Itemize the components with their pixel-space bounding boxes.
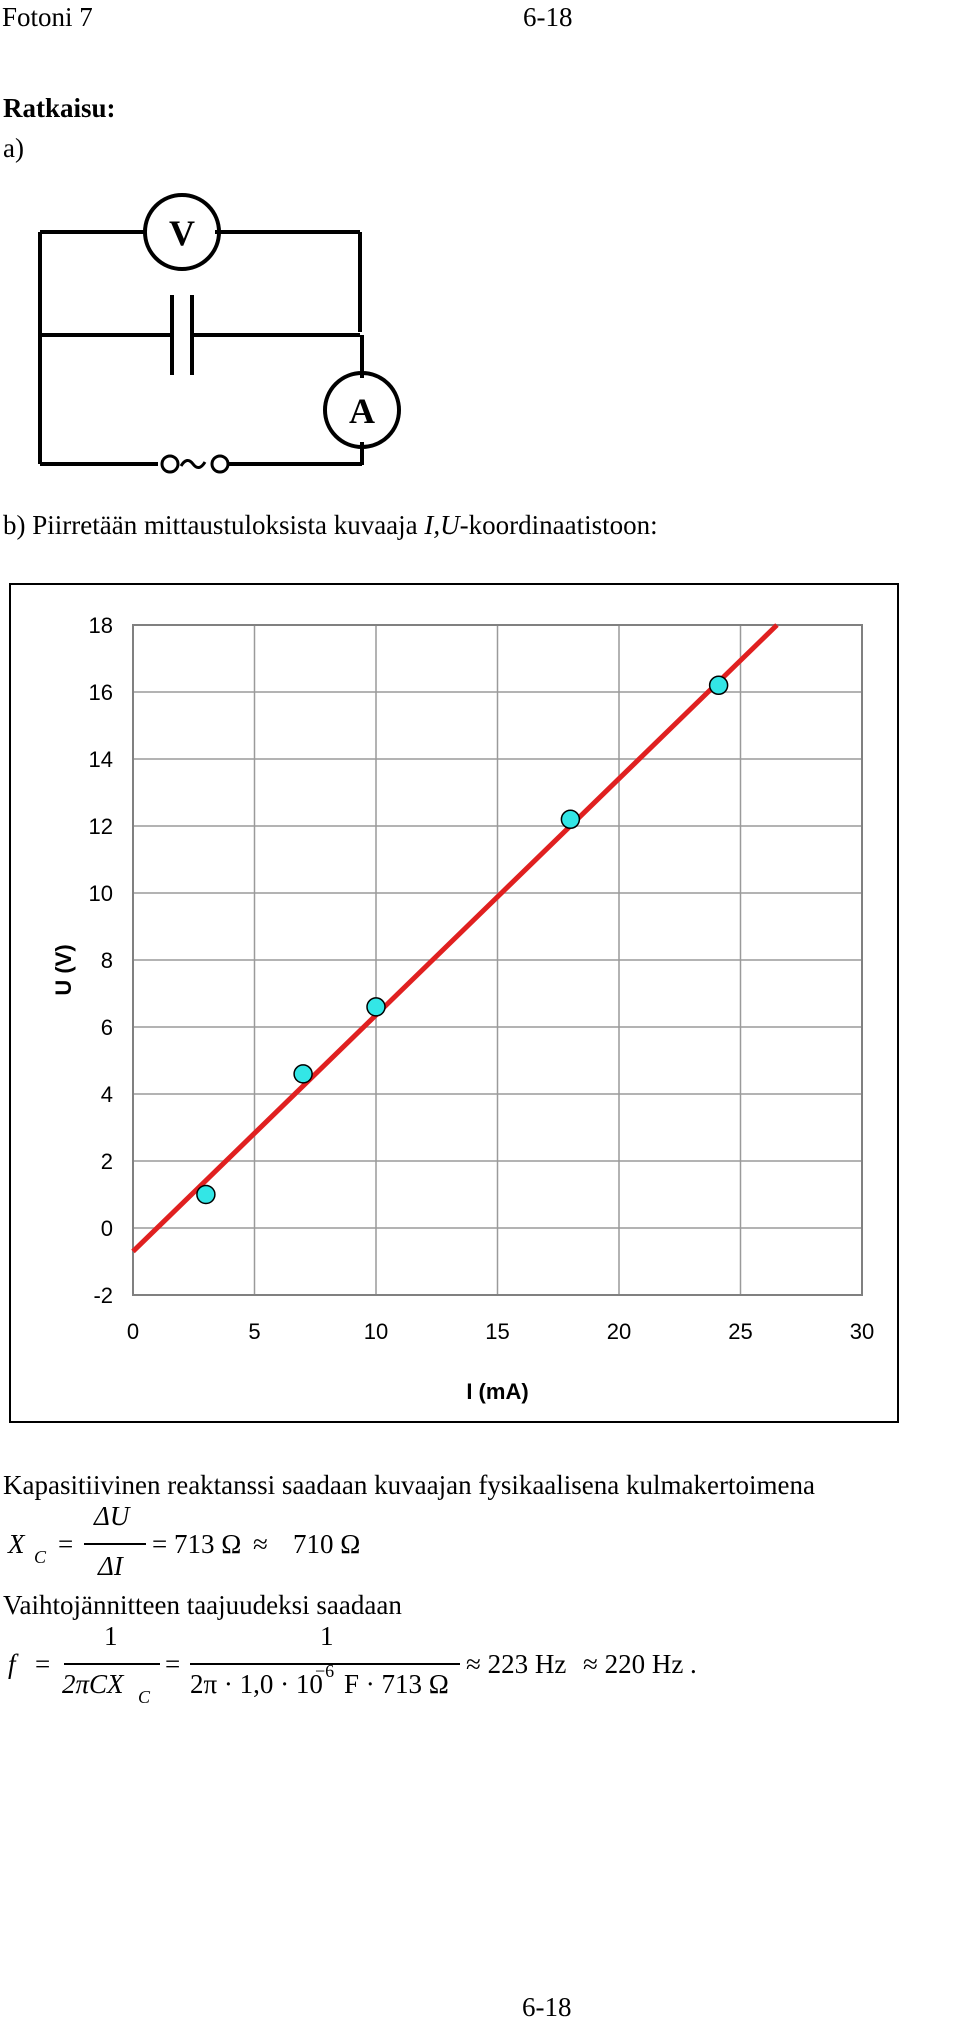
y-tick-label: 18: [89, 613, 113, 638]
eq1-lhs-sub: C: [34, 1547, 47, 1567]
text-frequency: Vaihtojännitteen taajuudeksi saadaan: [3, 1590, 402, 1620]
equation-reactance: X C = ΔU ΔI = 713 Ω ≈ 710 Ω: [0, 1501, 420, 1585]
x-tick-labels: 0 5 10 15 20 25 30: [127, 1319, 874, 1344]
y-tick-label: 0: [101, 1216, 113, 1241]
y-tick-label: 10: [89, 881, 113, 906]
x-tick-label: 5: [248, 1319, 260, 1344]
part-b-prefix: b) Piirretään mittaustuloksista kuvaaja: [3, 510, 425, 540]
x-tick-label: 10: [364, 1319, 388, 1344]
part-a-label: a): [3, 133, 24, 163]
x-axis-label: I (mA): [466, 1379, 528, 1404]
part-b-axes: I,U: [424, 510, 460, 540]
y-tick-label: 14: [89, 747, 113, 772]
eq2-frac2-num: 1: [320, 1621, 334, 1651]
data-points: [196, 675, 729, 1205]
eq1-denominator: ΔI: [98, 1551, 123, 1581]
eq2-frac2-den-a: 2π · 1,0 · 10: [190, 1669, 323, 1699]
eq2-frac1-bar: [64, 1663, 160, 1665]
solution-heading: Ratkaisu:: [3, 93, 116, 123]
eq2-frac2-den-exp: −6: [315, 1661, 335, 1681]
eq1-numerator: ΔU: [94, 1501, 130, 1531]
eq2-equals-1: =: [35, 1649, 51, 1679]
eq1-approx: ≈: [253, 1529, 268, 1559]
data-point: [293, 1064, 313, 1084]
y-tick-label: 16: [89, 680, 113, 705]
eq2-frac1-den-sub: C: [138, 1687, 151, 1707]
x-tick-label: 25: [728, 1319, 752, 1344]
y-tick-label: 8: [101, 948, 113, 973]
data-point: [708, 675, 729, 696]
y-tick-label: 4: [101, 1082, 113, 1107]
eq2-lhs: f: [8, 1649, 16, 1679]
footer-page-number: 6-18: [522, 1992, 572, 2022]
source-terminal-left: [160, 454, 180, 474]
equation-frequency: f = 1 2πCX C = 1 2π · 1,0 · 10 −6 F · 71…: [0, 1621, 760, 1707]
ac-source-icon: [179, 459, 207, 469]
y-tick-label: 6: [101, 1015, 113, 1040]
header-left: Fotoni 7: [2, 2, 93, 32]
plot-area: [132, 624, 863, 1296]
data-point: [560, 809, 581, 830]
y-tick-label: -2: [93, 1283, 113, 1308]
eq2-result-1: ≈ 223 Hz: [466, 1649, 567, 1679]
eq2-equals-2: =: [165, 1649, 181, 1679]
eq2-frac2-den-b: F · 713 Ω: [344, 1669, 449, 1699]
y-tick-labels: -2 0 2 4 6 8 10 12 14 16 18: [89, 613, 113, 1308]
data-point: [366, 997, 386, 1017]
part-b-suffix: -koordinaatistoon:: [459, 510, 658, 540]
x-tick-label: 20: [607, 1319, 631, 1344]
voltmeter-label: V: [169, 213, 195, 253]
eq2-result-2: ≈ 220 Hz .: [583, 1649, 697, 1679]
ammeter-icon: [323, 371, 401, 449]
y-tick-label: 2: [101, 1149, 113, 1174]
data-point: [196, 1184, 216, 1205]
y-axis-label: U (V): [51, 944, 76, 995]
circuit-diagram: V A: [38, 193, 401, 474]
fit-line: [131, 623, 779, 1254]
iu-chart: -2 0 2 4 6 8 10 12 14 16 18 0 5 10 15 20 25 30 I (mA) U …: [9, 583, 899, 1423]
x-tick-label: 15: [485, 1319, 509, 1344]
eq2-frac2-bar: [190, 1663, 460, 1665]
eq1-approx-value: 710 Ω: [293, 1529, 361, 1559]
x-tick-label: 0: [127, 1319, 139, 1344]
chart-frame: [9, 583, 899, 1423]
eq2-frac1-num: 1: [104, 1621, 118, 1651]
eq1-result: = 713 Ω: [152, 1529, 242, 1559]
part-b-text: b) Piirretään mittaustuloksista kuvaaja …: [3, 510, 658, 541]
text-reactance: Kapasitiivinen reaktanssi saadaan kuvaaj…: [3, 1470, 815, 1500]
eq1-equals: =: [58, 1529, 74, 1559]
ammeter-label: A: [349, 391, 375, 431]
eq2-frac1-den: 2πCX: [62, 1669, 124, 1699]
x-tick-label: 30: [850, 1319, 874, 1344]
voltmeter-icon: [143, 193, 221, 271]
header-right: 6-18: [523, 2, 573, 32]
fit-line-group: [131, 623, 779, 1254]
eq1-fraction-bar: [84, 1543, 146, 1545]
source-terminal-right: [210, 454, 230, 474]
y-tick-label: 12: [89, 814, 113, 839]
eq1-lhs: X: [8, 1529, 25, 1559]
